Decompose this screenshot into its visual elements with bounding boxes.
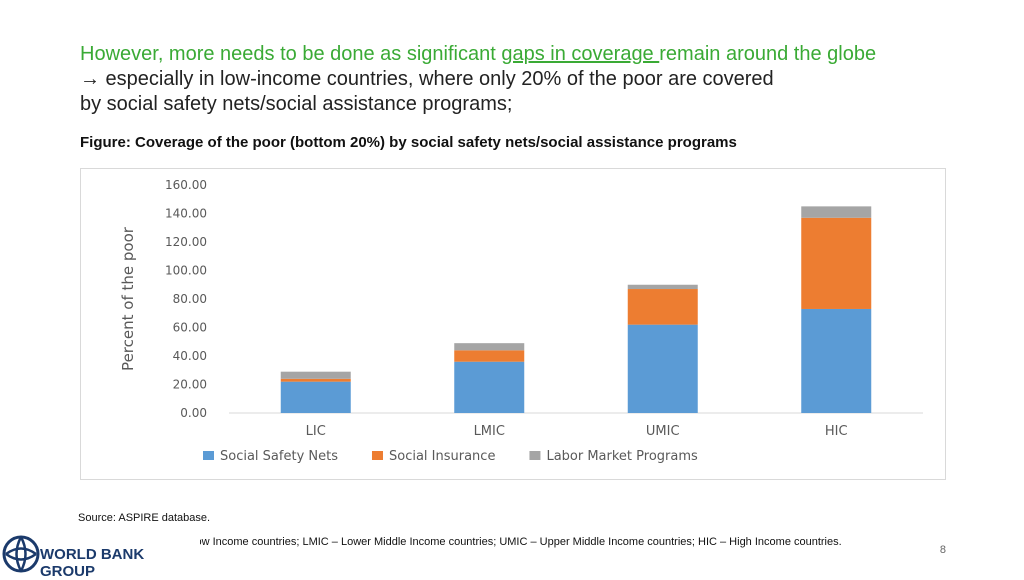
headline: However, more needs to be done as signif… <box>80 42 980 117</box>
stacked-bar-chart: 0.00 20.00 40.00 60.00 80.00 100.00 120.00 140.… <box>119 178 923 464</box>
logo-text: WORLD BANK GROUP <box>40 546 145 580</box>
chart-container: 0.00 20.00 40.00 60.00 80.00 100.00 120.00 140.… <box>80 168 946 480</box>
bar-lic-social-insurance <box>280 378 351 382</box>
headline-line-1: However, more needs to be done as signif… <box>80 42 980 67</box>
bar-umic-labor-market-programs <box>627 284 698 290</box>
bar-hic-social-safety-nets <box>801 308 872 413</box>
legend-label: Labor Market Programs <box>546 449 698 464</box>
source-note: Source: ASPIRE database. <box>78 512 211 524</box>
bar-lic-social-safety-nets <box>280 381 351 413</box>
y-tick-label: 120.00 <box>165 235 207 249</box>
x-tick-label: LMIC <box>474 424 505 439</box>
figure-title: Figure: Coverage of the poor (bottom 20%… <box>80 134 737 151</box>
headline-line-2-text: especially in low-income countries, wher… <box>100 68 774 90</box>
y-tick-label: 40.00 <box>173 349 207 363</box>
page-number: 8 <box>939 544 946 556</box>
bar-umic-social-safety-nets <box>627 324 698 413</box>
footnote: LIC – Low Income countries; LMIC – Lower… <box>160 536 842 548</box>
bar-lic-labor-market-programs <box>280 371 351 379</box>
x-tick-label: LIC <box>306 424 326 439</box>
bar-hic-labor-market-programs <box>801 206 872 218</box>
bar-umic-social-insurance <box>627 289 698 325</box>
x-tick-label: HIC <box>825 424 848 439</box>
legend-label: Social Safety Nets <box>220 449 338 464</box>
legend-swatch <box>371 451 383 460</box>
y-tick-label: 140.00 <box>165 207 207 221</box>
bar-lmic-social-safety-nets <box>454 361 525 413</box>
bar-lmic-labor-market-programs <box>454 343 525 351</box>
bar-lmic-social-insurance <box>454 350 525 362</box>
legend-swatch <box>203 451 214 460</box>
legend-swatch <box>529 451 541 460</box>
y-tick-label: 80.00 <box>173 292 207 306</box>
headline-line-3: by social safety nets/social assistance … <box>80 93 513 115</box>
y-tick-label: 100.00 <box>165 264 207 278</box>
x-tick-label: UMIC <box>646 424 680 439</box>
world-bank-logo: WORLD BANK GROUP <box>0 534 200 580</box>
y-tick-label: 20.00 <box>173 378 207 392</box>
y-tick-label: 160.00 <box>165 178 207 192</box>
headline-gaps-link: gaps in coverage <box>501 43 660 65</box>
legend-label: Social Insurance <box>389 449 495 464</box>
headline-line-2: → especially in low-income countries, wh… <box>80 67 980 92</box>
y-tick-label: 0.00 <box>180 406 207 420</box>
globe-icon <box>2 535 40 573</box>
arrow-icon: → <box>80 68 100 90</box>
y-tick-label: 60.00 <box>173 321 207 335</box>
headline-part-1: However, more needs to be done as signif… <box>80 43 502 65</box>
bar-hic-social-insurance <box>801 217 872 309</box>
headline-part-3: remain around the globe <box>659 43 877 65</box>
y-axis-label: Percent of the poor <box>119 226 137 371</box>
